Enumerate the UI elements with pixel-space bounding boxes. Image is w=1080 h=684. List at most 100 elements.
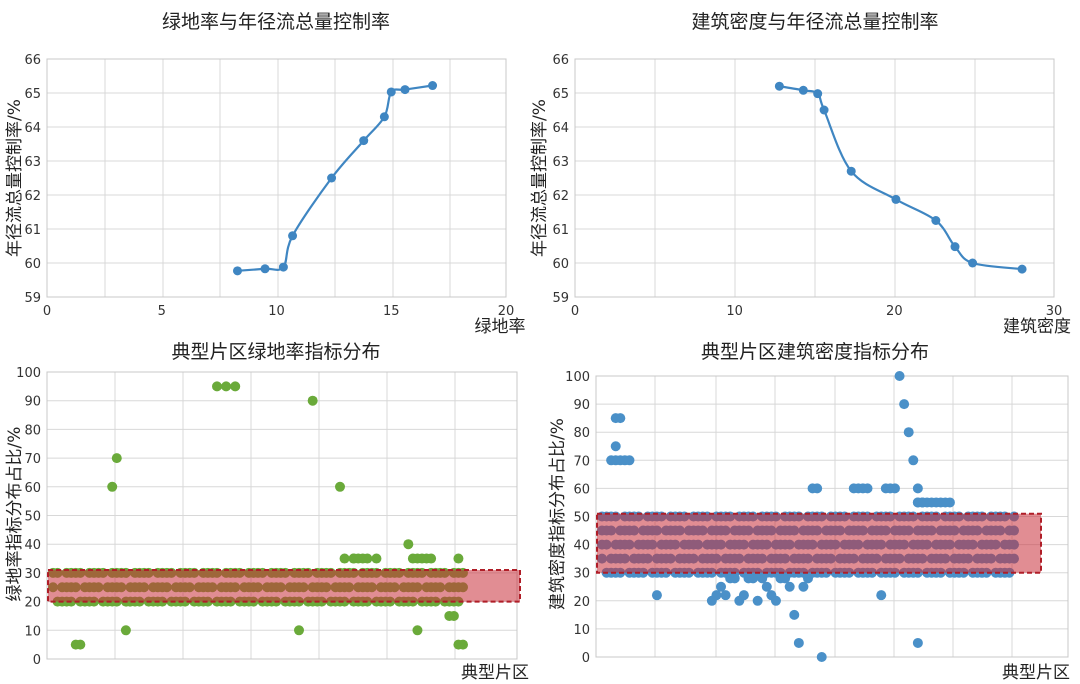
data-point — [453, 553, 464, 564]
data-point — [624, 455, 635, 466]
chart-title: 典型片区建筑密度指标分布 — [701, 341, 929, 363]
data-point — [899, 399, 910, 410]
data-point — [1017, 264, 1027, 274]
y-axis-label: 年径流总量控制率/% — [530, 99, 550, 257]
data-point — [944, 497, 955, 508]
chart-building-density-scatter: 典型片区建筑密度指标分布 典型片区 建筑密度指标分布占比/% 0 10 20 30 40… — [548, 341, 1070, 683]
y-tick-label: 40 — [573, 539, 590, 554]
x-tick-label: 10 — [268, 304, 285, 319]
y-tick-label: 60 — [24, 257, 41, 272]
data-point — [812, 483, 823, 494]
data-point — [307, 395, 318, 406]
x-axis-label: 典型片区 — [461, 663, 529, 683]
data-point — [903, 427, 914, 438]
plot-area — [46, 371, 518, 660]
data-point — [426, 553, 437, 564]
data-point — [111, 453, 122, 464]
data-point — [784, 581, 795, 592]
chart-green-ratio-scatter: 典型片区绿地率指标分布 典型片区 绿地率指标分布占比/% 0 10 20 30 40 50… — [5, 341, 529, 683]
y-tick-label: 66 — [24, 53, 41, 68]
series-line — [779, 85, 1023, 271]
data-point — [278, 262, 288, 272]
data-point — [610, 441, 621, 452]
y-tick-label: 61 — [552, 223, 569, 238]
y-tick-label: 80 — [24, 423, 41, 438]
data-point — [75, 639, 86, 650]
data-point — [107, 481, 118, 492]
y-tick-label: 60 — [552, 257, 569, 272]
y-tick-label: 60 — [573, 482, 590, 497]
y-tick-label: 30 — [24, 567, 41, 582]
x-tick-label: 15 — [383, 304, 400, 319]
x-axis-label: 建筑密度 — [1003, 317, 1071, 337]
data-point — [789, 609, 800, 620]
data-point — [615, 413, 626, 424]
data-point — [798, 85, 808, 95]
y-tick-label: 90 — [24, 395, 41, 410]
y-tick-label: 50 — [573, 511, 590, 526]
data-point — [950, 242, 960, 252]
data-point — [339, 553, 350, 564]
y-tick-label: 62 — [552, 189, 569, 204]
x-tick-label: 20 — [886, 304, 903, 319]
x-tick-label: 0 — [43, 304, 51, 319]
highlight-band — [47, 569, 521, 603]
y-tick-label: 20 — [24, 596, 41, 611]
data-point — [448, 610, 459, 621]
data-point — [813, 89, 823, 99]
x-tick-label: 30 — [1046, 304, 1063, 319]
data-point — [757, 573, 768, 584]
y-tick-label: 50 — [24, 510, 41, 525]
chart-green-ratio-line: 绿地率与年径流总量控制率 绿地率 年径流总量控制率/% 59 60 61 62 63 64… — [5, 11, 526, 337]
data-point — [908, 455, 919, 466]
data-point — [412, 625, 423, 636]
data-point — [362, 553, 373, 564]
y-axis-label: 年径流总量控制率/% — [5, 99, 25, 257]
data-point — [651, 590, 662, 601]
y-tick-label: 90 — [573, 398, 590, 413]
x-tick-label: 20 — [498, 304, 515, 319]
highlight-band — [596, 512, 1042, 574]
data-point — [221, 381, 232, 392]
y-tick-label: 65 — [552, 87, 569, 102]
y-axis-label: 绿地率指标分布占比/% — [5, 427, 25, 602]
y-tick-label: 10 — [24, 624, 41, 639]
y-tick-label: 61 — [24, 223, 41, 238]
y-axis-label: 建筑密度指标分布占比/% — [548, 418, 568, 610]
data-point — [912, 483, 923, 494]
data-point — [819, 105, 829, 115]
data-point — [793, 637, 804, 648]
y-tick-label: 63 — [24, 155, 41, 170]
data-point — [968, 258, 978, 268]
y-tick-label: 65 — [24, 87, 41, 102]
chart-title: 建筑密度与年径流总量控制率 — [691, 11, 938, 33]
y-tick-label: 40 — [24, 538, 41, 553]
data-point — [230, 381, 241, 392]
data-point — [458, 639, 468, 650]
data-point — [770, 595, 781, 606]
plot-area — [46, 58, 507, 298]
y-tick-label: 62 — [24, 189, 41, 204]
x-tick-label: 0 — [571, 304, 579, 319]
chart-title: 典型片区绿地率指标分布 — [171, 341, 380, 363]
data-point — [260, 264, 270, 274]
x-tick-label: 5 — [158, 304, 166, 319]
data-point — [803, 573, 813, 584]
y-tick-label: 60 — [24, 481, 41, 496]
data-point — [862, 483, 873, 494]
data-point — [891, 194, 901, 204]
data-point — [748, 573, 759, 584]
data-point — [894, 371, 905, 381]
data-point — [738, 590, 749, 601]
data-point — [846, 166, 856, 176]
data-point — [232, 266, 242, 276]
data-point — [774, 81, 784, 91]
data-point — [288, 231, 298, 241]
data-point — [711, 590, 722, 601]
series-line — [237, 84, 433, 272]
y-tick-label: 20 — [573, 595, 590, 610]
y-tick-label: 59 — [552, 291, 569, 306]
y-tick-label: 64 — [24, 121, 41, 136]
y-tick-label: 63 — [552, 155, 569, 170]
